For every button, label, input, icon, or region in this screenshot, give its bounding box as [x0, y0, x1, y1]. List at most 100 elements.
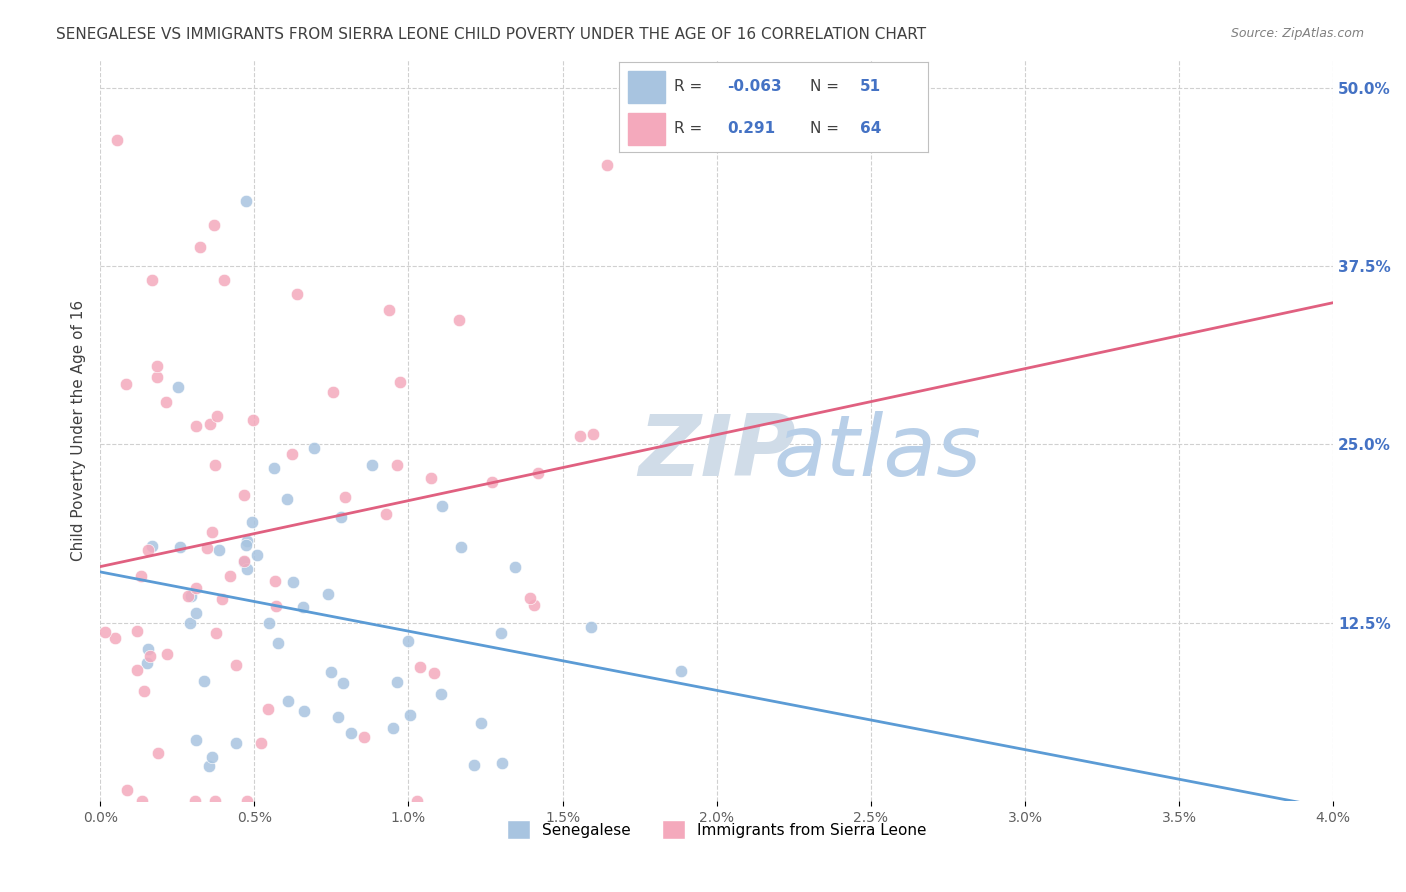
Point — [450, 540, 472, 554]
Point — [236, 794, 259, 808]
Point — [236, 562, 259, 576]
Point — [141, 273, 163, 287]
Point — [156, 647, 179, 661]
Point — [264, 599, 287, 613]
Point — [263, 574, 285, 588]
Point — [235, 534, 257, 549]
Point — [316, 587, 339, 601]
Point — [205, 626, 228, 640]
Point — [378, 303, 401, 318]
Point — [105, 133, 128, 147]
Point — [481, 475, 503, 489]
Point — [267, 635, 290, 649]
Point — [186, 419, 208, 434]
Text: 0.291: 0.291 — [727, 121, 775, 136]
Point — [382, 721, 405, 735]
Point — [204, 458, 226, 472]
Point — [219, 568, 242, 582]
Point — [423, 665, 446, 680]
Point — [125, 664, 148, 678]
Point — [138, 642, 160, 657]
Point — [232, 554, 254, 568]
Point — [146, 359, 169, 373]
Point — [523, 598, 546, 612]
Text: R =: R = — [675, 121, 707, 136]
Point — [188, 240, 211, 254]
Point — [250, 736, 273, 750]
Point — [527, 467, 550, 481]
Point — [519, 591, 541, 606]
Point — [389, 375, 412, 389]
Point — [405, 794, 427, 808]
Point — [399, 708, 422, 723]
Point — [447, 313, 470, 327]
Point — [184, 606, 207, 620]
Point — [201, 750, 224, 764]
Point — [212, 273, 235, 287]
Point — [169, 540, 191, 554]
Point — [195, 541, 218, 555]
Point — [208, 543, 231, 558]
Point — [245, 548, 267, 562]
Text: N =: N = — [810, 79, 844, 94]
Text: Source: ZipAtlas.com: Source: ZipAtlas.com — [1230, 27, 1364, 40]
Point — [235, 538, 257, 552]
Legend: Senegalese, Immigrants from Sierra Leone: Senegalese, Immigrants from Sierra Leone — [501, 814, 932, 845]
Point — [193, 674, 215, 689]
Point — [240, 515, 263, 529]
Point — [202, 218, 225, 232]
Point — [326, 710, 349, 724]
Point — [135, 656, 157, 670]
Text: 51: 51 — [860, 79, 882, 94]
Text: SENEGALESE VS IMMIGRANTS FROM SIERRA LEONE CHILD POVERTY UNDER THE AGE OF 16 COR: SENEGALESE VS IMMIGRANTS FROM SIERRA LEO… — [56, 27, 927, 42]
Point — [319, 665, 342, 680]
Text: 64: 64 — [860, 121, 882, 136]
Point — [263, 461, 285, 475]
Point — [491, 756, 513, 771]
Point — [205, 409, 228, 424]
Point — [291, 599, 314, 614]
Point — [146, 370, 169, 384]
Point — [569, 429, 592, 443]
Point — [94, 624, 117, 639]
Point — [204, 794, 226, 808]
Point — [489, 625, 512, 640]
Point — [259, 615, 281, 630]
Point — [225, 736, 247, 750]
Text: N =: N = — [810, 121, 844, 136]
Point — [463, 758, 485, 772]
Text: -0.063: -0.063 — [727, 79, 782, 94]
Bar — [628, 71, 665, 103]
Point — [186, 581, 208, 595]
Point — [256, 702, 278, 716]
Point — [235, 194, 257, 208]
Point — [396, 633, 419, 648]
Point — [409, 659, 432, 673]
Point — [184, 794, 207, 808]
Point — [361, 458, 384, 473]
Point — [114, 376, 136, 391]
Point — [132, 684, 155, 698]
Point — [115, 783, 138, 797]
Point — [432, 499, 454, 513]
Point — [304, 441, 326, 455]
Point — [136, 542, 159, 557]
Point — [582, 426, 605, 441]
Point — [340, 726, 363, 740]
Point — [179, 615, 201, 630]
Point — [233, 555, 256, 569]
Point — [233, 488, 256, 502]
Point — [503, 560, 526, 574]
Point — [276, 491, 298, 506]
Point — [420, 471, 443, 485]
Point — [148, 746, 170, 760]
Point — [385, 675, 408, 690]
Text: atlas: atlas — [773, 411, 981, 494]
Point — [166, 380, 188, 394]
Point — [277, 694, 299, 708]
Point — [180, 589, 202, 603]
Point — [374, 507, 396, 521]
Point — [292, 705, 315, 719]
Point — [211, 592, 233, 607]
Point — [596, 157, 619, 171]
